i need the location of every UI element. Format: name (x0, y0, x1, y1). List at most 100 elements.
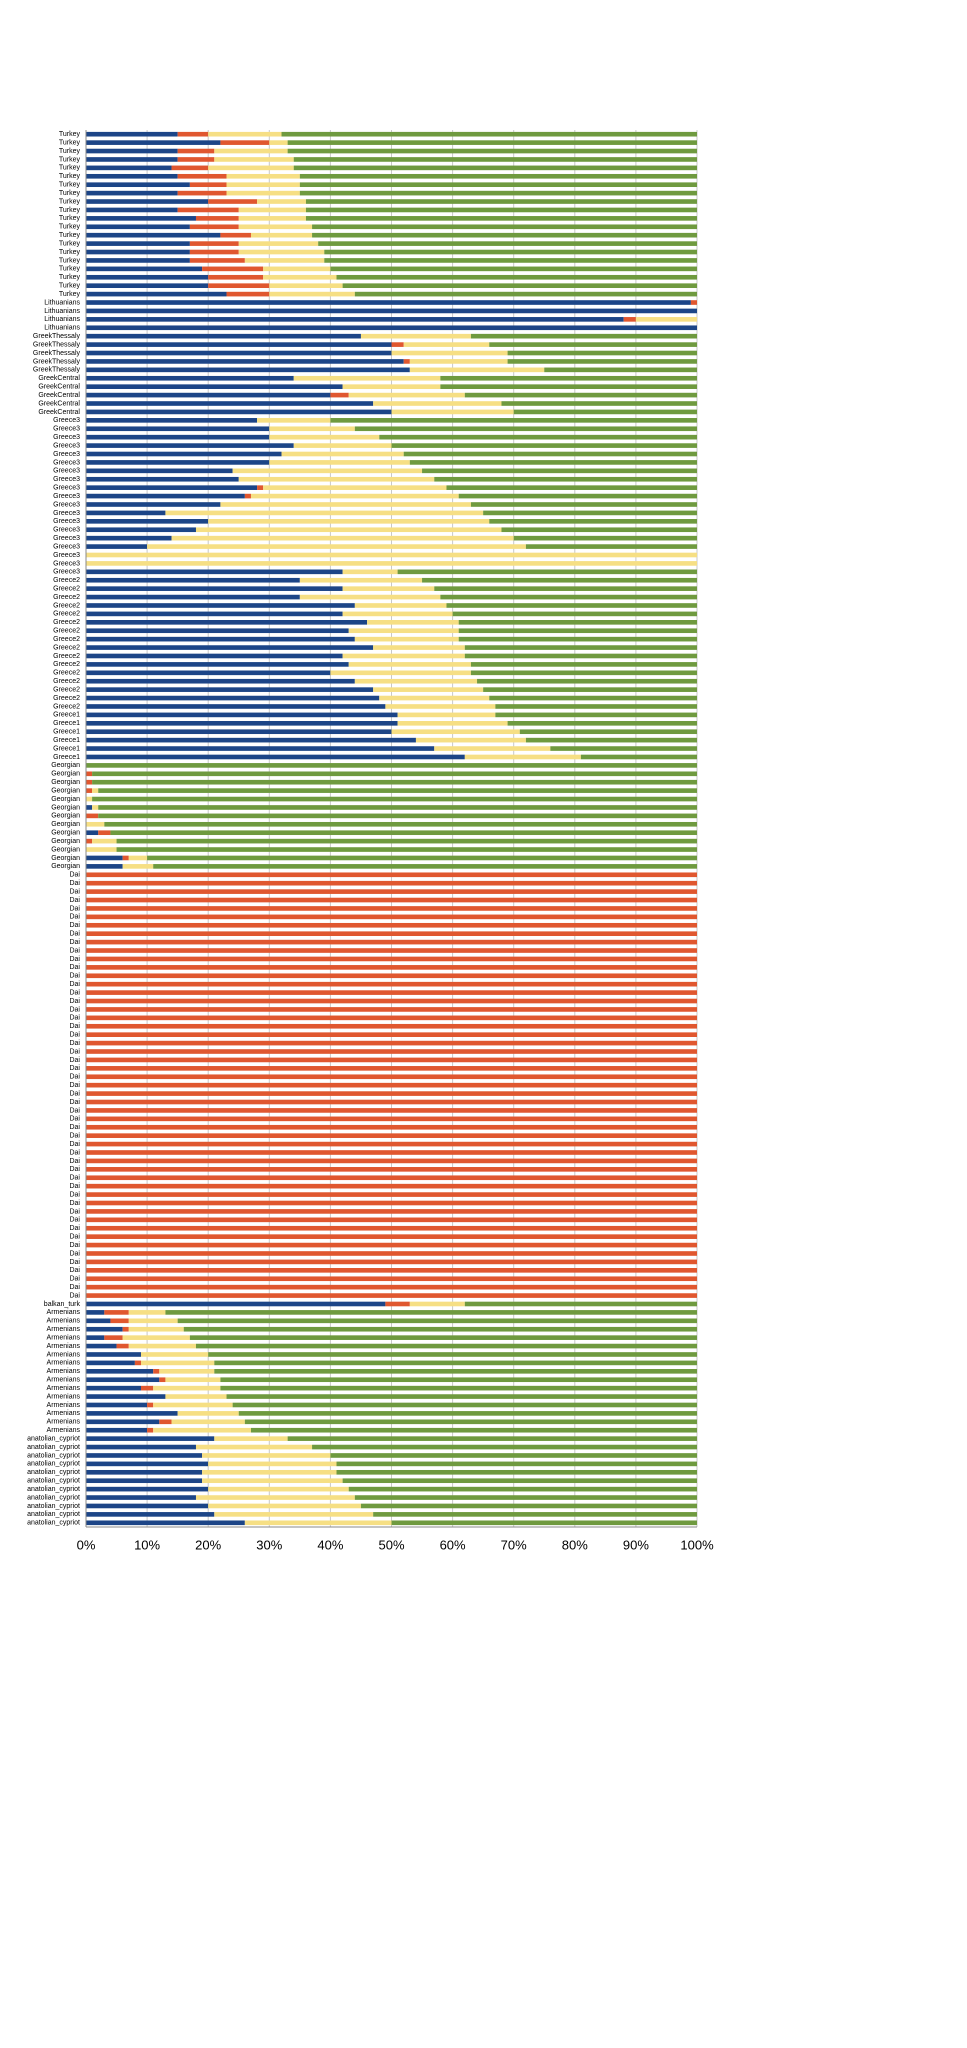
bar-segment (507, 350, 697, 356)
bar-segment (287, 140, 697, 145)
bar-segment (104, 1335, 123, 1340)
bar-segment (336, 274, 697, 280)
y-tick-label: anatolian_cypriot (27, 1511, 80, 1518)
y-tick-label: Armenians (47, 1377, 81, 1384)
bar-segment (86, 577, 300, 583)
y-tick-label: Turkey (59, 148, 81, 155)
bar-segment (238, 241, 319, 246)
bar-segment (128, 1326, 184, 1332)
y-tick-label: Georgian (51, 855, 80, 862)
y-tick-label: Turkey (59, 207, 81, 214)
y-tick-label: Greece3 (53, 535, 80, 542)
y-tick-label: anatolian_cypriot (27, 1520, 80, 1527)
bar-segment (86, 1015, 697, 1021)
y-tick-label: GreekCentral (38, 375, 80, 382)
y-tick-label: Greece3 (53, 493, 80, 500)
bar-segment (98, 830, 111, 836)
bar-segment (226, 1394, 697, 1399)
y-tick-label: anatolian_cypriot (27, 1494, 80, 1501)
bar-segment (470, 670, 697, 676)
y-tick-label: Dai (69, 1023, 80, 1030)
bar-segment (171, 1419, 245, 1425)
bar-segment (86, 1427, 148, 1433)
bar-segment (348, 1486, 697, 1492)
y-tick-label: anatolian_cypriot (27, 1444, 80, 1451)
bar-segment (373, 687, 484, 692)
y-tick-label: anatolian_cypriot (27, 1435, 80, 1442)
bar-segment (86, 1343, 117, 1349)
y-tick-label: GreekCentral (38, 400, 80, 407)
bar-segment (153, 1427, 251, 1433)
y-tick-label: Georgian (51, 779, 80, 786)
bar-segment (257, 485, 264, 490)
bar-segment (269, 291, 355, 297)
y-tick-label: Greece2 (53, 703, 80, 710)
bar-segment (86, 1360, 135, 1366)
bar-segment (507, 720, 697, 726)
bar-segment (208, 519, 490, 524)
y-tick-label: Dai (69, 1166, 80, 1173)
bar-segment (86, 1183, 697, 1189)
y-tick-label: Greece3 (53, 527, 80, 534)
y-tick-label: Dai (69, 1242, 80, 1249)
bar-segment (477, 678, 697, 684)
bar-segment (214, 157, 294, 162)
y-tick-label: Turkey (59, 173, 81, 180)
y-tick-label: Dai (69, 1107, 80, 1114)
bar-segment (391, 729, 520, 735)
bar-segment (550, 746, 697, 751)
bar-segment (305, 207, 697, 213)
bar-segment (403, 359, 410, 364)
bar-segment (238, 216, 306, 221)
bar-segment (220, 140, 270, 145)
y-tick-label: Dai (69, 1006, 80, 1013)
bar-segment (86, 1284, 697, 1290)
bar-segment (635, 317, 697, 322)
bar-segment (86, 1469, 203, 1475)
bar-segment (122, 864, 154, 869)
bar-segment (86, 173, 178, 179)
bar-segment (165, 1394, 227, 1399)
bar-segment (446, 485, 697, 490)
x-tick-label: 70% (501, 1537, 527, 1552)
bar-segment (250, 493, 459, 499)
bar-segment (128, 855, 148, 861)
bar-segment (330, 1453, 697, 1458)
bar-segment (86, 1444, 196, 1450)
bar-segment (86, 182, 190, 188)
bar-segment (86, 1234, 697, 1239)
bar-segment (189, 249, 239, 255)
bar-segment (86, 535, 172, 541)
bar-segment (86, 1150, 697, 1155)
bar-segment (122, 1326, 129, 1332)
y-tick-label: GreekCentral (38, 409, 80, 416)
bar-segment (269, 140, 288, 145)
bar-segment (305, 199, 697, 204)
bar-segment (189, 258, 245, 263)
y-tick-label: Dai (69, 897, 80, 904)
bar-segment (208, 283, 270, 289)
bar-segment (177, 190, 227, 196)
y-tick-label: Turkey (59, 283, 81, 290)
bar-segment (348, 392, 465, 398)
bar-segment (287, 148, 697, 154)
y-tick-label: Armenians (47, 1385, 81, 1392)
bar-segment (397, 712, 496, 718)
bar-segment (86, 443, 294, 448)
bar-segment (623, 317, 636, 322)
bar-segment (159, 1368, 215, 1374)
bar-segment (86, 493, 245, 499)
bar-segment (86, 190, 178, 196)
y-tick-label: GreekThessaly (33, 350, 81, 357)
y-tick-label: Georgian (51, 821, 80, 828)
bar-segment (165, 1310, 697, 1315)
y-tick-label: Georgian (51, 838, 80, 845)
bar-segment (86, 611, 343, 617)
bar-segment (330, 266, 697, 272)
y-tick-label: Turkey (59, 139, 81, 146)
y-tick-label: Greece3 (53, 552, 80, 559)
bar-segment (86, 754, 465, 760)
y-tick-label: Dai (69, 1250, 80, 1257)
bar-segment (86, 1251, 697, 1256)
bar-segment (202, 266, 264, 272)
